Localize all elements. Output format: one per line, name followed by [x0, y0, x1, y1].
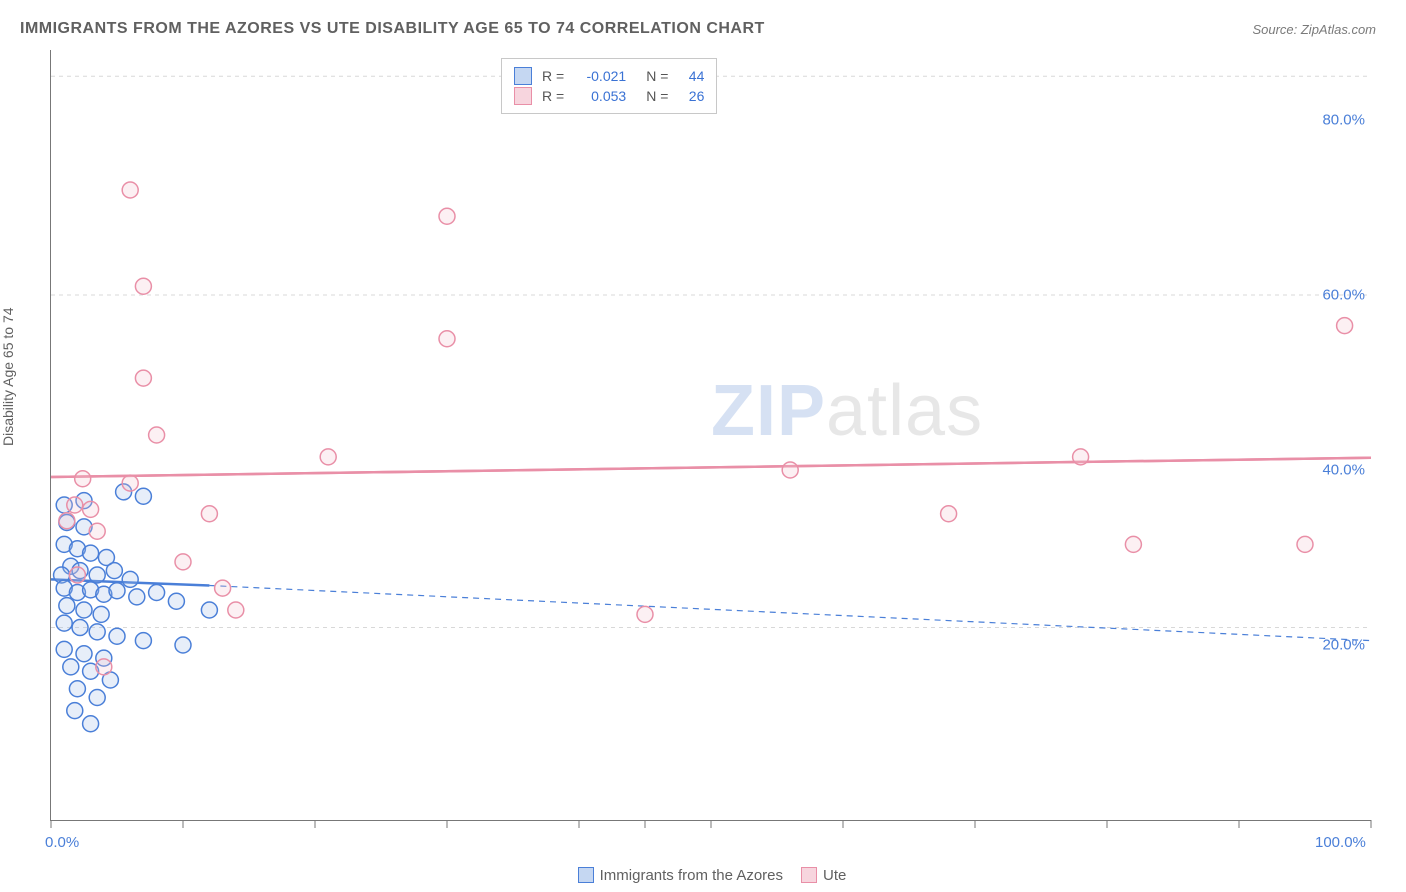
legend-series-label: Immigrants from the Azores — [600, 867, 783, 884]
y-tick-label: 40.0% — [1322, 462, 1365, 479]
legend-series-label: Ute — [823, 867, 846, 884]
plot-svg — [51, 50, 1371, 820]
legend-swatch — [514, 87, 532, 105]
legend-n-value: 26 — [678, 88, 704, 104]
y-tick-label: 20.0% — [1322, 637, 1365, 654]
legend-r-label: R = — [542, 88, 564, 104]
source-label: Source: ZipAtlas.com — [1252, 22, 1376, 37]
plot-area: ZIPatlas R =-0.021N =44R =0.053N =26 20.… — [50, 50, 1371, 821]
legend-r-value: -0.021 — [574, 68, 626, 84]
legend-swatch — [514, 67, 532, 85]
legend-r-label: R = — [542, 68, 564, 84]
x-tick-label: 0.0% — [45, 834, 79, 851]
x-tick-label: 100.0% — [1315, 834, 1366, 851]
legend-n-label: N = — [646, 68, 668, 84]
series-legend: Immigrants from the Azores Ute — [0, 867, 1406, 884]
y-tick-label: 80.0% — [1322, 112, 1365, 129]
chart-title: IMMIGRANTS FROM THE AZORES VS UTE DISABI… — [20, 20, 765, 38]
y-tick-label: 60.0% — [1322, 287, 1365, 304]
legend-r-value: 0.053 — [574, 88, 626, 104]
correlation-legend: R = -0.021 N = 44 R = 0.053 N = 26 — [501, 58, 717, 114]
legend-n-label: N = — [646, 88, 668, 104]
legend-n-value: 44 — [678, 68, 704, 84]
legend-swatch — [578, 867, 594, 883]
legend-row: R = -0.021 N = 44 — [514, 67, 704, 85]
y-axis-label: Disability Age 65 to 74 — [0, 307, 16, 446]
legend-row: R = 0.053 N = 26 — [514, 87, 704, 105]
legend-swatch — [801, 867, 817, 883]
chart-container: IMMIGRANTS FROM THE AZORES VS UTE DISABI… — [0, 0, 1406, 892]
